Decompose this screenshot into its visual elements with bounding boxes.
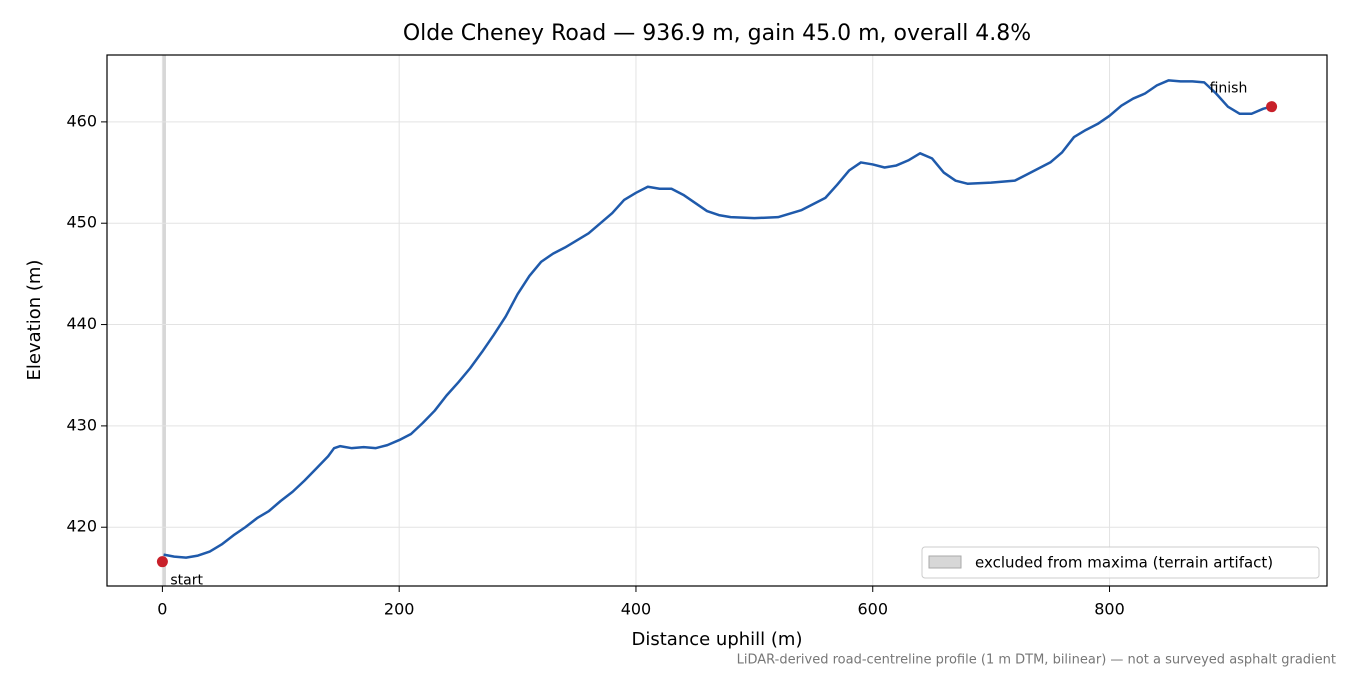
x-tick-label: 400 <box>621 600 652 619</box>
legend-label: excluded from maxima (terrain artifact) <box>975 554 1273 572</box>
y-tick-label: 440 <box>66 314 97 333</box>
x-tick-label: 0 <box>157 600 167 619</box>
y-tick-label: 460 <box>66 111 97 130</box>
y-tick-label: 430 <box>66 415 97 434</box>
legend-swatch <box>928 555 962 569</box>
marker-label: finish <box>1210 81 1248 97</box>
y-tick-label: 420 <box>66 517 97 536</box>
plot-frame <box>106 54 1328 587</box>
x-axis-label: Distance uphill (m) <box>632 629 803 650</box>
x-tick-label: 800 <box>1094 600 1125 619</box>
x-tick-label: 600 <box>857 600 888 619</box>
marker-label: start <box>170 573 203 589</box>
footnote: LiDAR-derived road-centreline profile (1… <box>737 653 1336 668</box>
x-tick-label: 200 <box>384 600 415 619</box>
chart-title: Olde Cheney Road — 936.9 m, gain 45.0 m,… <box>403 21 1031 46</box>
y-axis-label: Elevation (m) <box>24 260 45 381</box>
endpoint-marker <box>156 556 168 568</box>
endpoint-marker <box>1266 101 1278 113</box>
legend-box <box>921 546 1320 579</box>
y-tick-label: 450 <box>66 213 97 232</box>
excluded-span <box>162 55 166 586</box>
elevation-line <box>163 79 1272 559</box>
